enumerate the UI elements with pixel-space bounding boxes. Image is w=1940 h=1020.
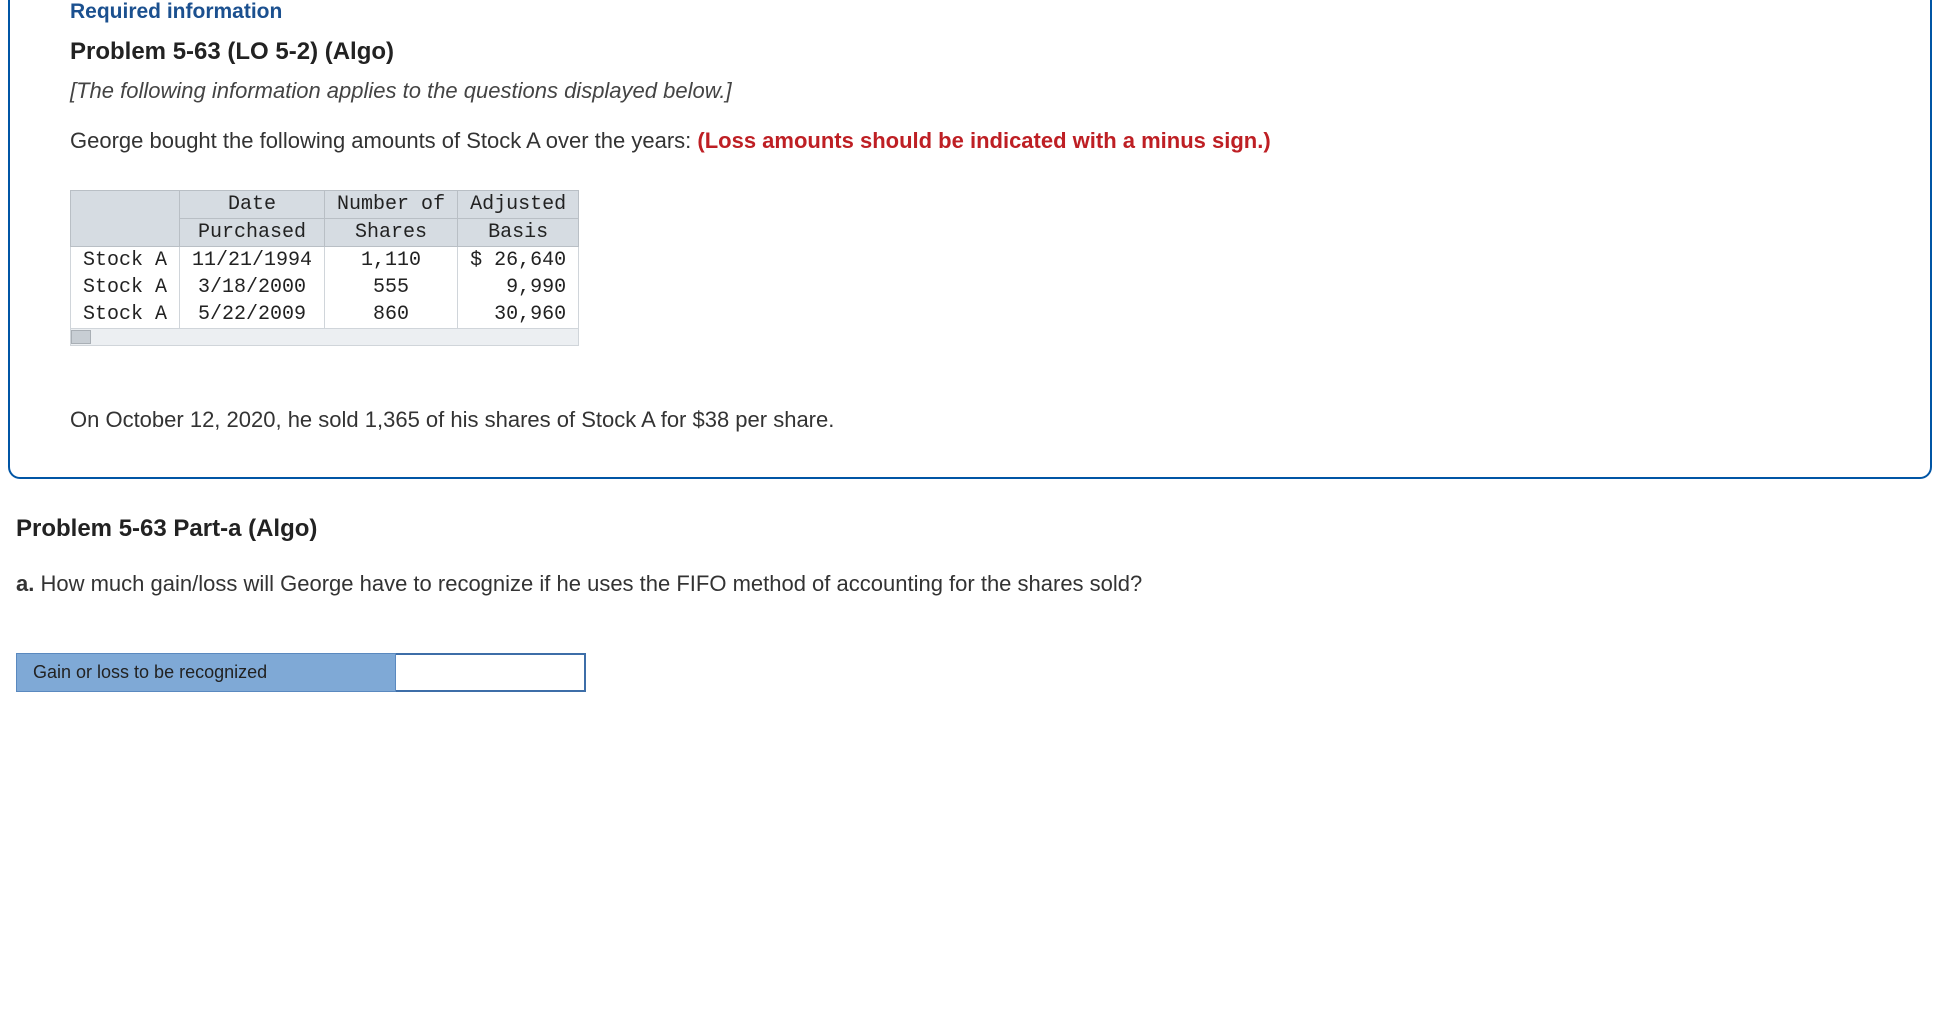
cell-date: 3/18/2000 — [180, 274, 325, 301]
table-scrollbar-track[interactable] — [70, 329, 579, 346]
table-header-blank — [71, 191, 180, 247]
cell-label: Stock A — [71, 274, 180, 301]
table-header-date-l1: Date — [180, 191, 325, 219]
question-body: How much gain/loss will George have to r… — [34, 571, 1142, 596]
stock-table-wrap: Date Number of Adjusted Purchased Shares… — [70, 190, 579, 346]
table-header-basis-l2: Basis — [458, 219, 579, 247]
table-header-basis-l1: Adjusted — [458, 191, 579, 219]
sale-text: On October 12, 2020, he sold 1,365 of hi… — [70, 407, 1870, 433]
part-a-question: a. How much gain/loss will George have t… — [16, 571, 1924, 597]
part-a-section: Problem 5-63 Part-a (Algo) a. How much g… — [0, 479, 1940, 716]
table-row: Stock A 5/22/2009 860 30,960 — [71, 301, 579, 329]
cell-shares: 1,110 — [325, 247, 458, 275]
stock-table: Date Number of Adjusted Purchased Shares… — [70, 190, 579, 329]
cell-shares: 860 — [325, 301, 458, 329]
cell-label: Stock A — [71, 247, 180, 275]
cell-label: Stock A — [71, 301, 180, 329]
required-info-heading: Required information — [70, 0, 1870, 24]
table-header-shares-l2: Shares — [325, 219, 458, 247]
instruction-text: [The following information applies to th… — [70, 78, 1870, 104]
problem-body-text: George bought the following amounts of S… — [70, 128, 1870, 154]
gain-loss-input[interactable] — [396, 653, 586, 692]
part-a-title: Problem 5-63 Part-a (Algo) — [16, 515, 1924, 543]
question-prefix: a. — [16, 571, 34, 596]
problem-title: Problem 5-63 (LO 5-2) (Algo) — [70, 38, 1870, 66]
cell-basis: 30,960 — [458, 301, 579, 329]
required-info-box: Required information Problem 5-63 (LO 5-… — [8, 0, 1932, 479]
table-header-row-1: Date Number of Adjusted — [71, 191, 579, 219]
table-row: Stock A 3/18/2000 555 9,990 — [71, 274, 579, 301]
answer-label-cell: Gain or loss to be recognized — [16, 653, 396, 692]
table-header-date-l2: Purchased — [180, 219, 325, 247]
cell-basis: $ 26,640 — [458, 247, 579, 275]
table-header-shares-l1: Number of — [325, 191, 458, 219]
cell-shares: 555 — [325, 274, 458, 301]
cell-date: 5/22/2009 — [180, 301, 325, 329]
body-text-prefix: George bought the following amounts of S… — [70, 128, 697, 153]
table-row: Stock A 11/21/1994 1,110 $ 26,640 — [71, 247, 579, 275]
table-scrollbar-thumb[interactable] — [71, 330, 91, 344]
answer-row: Gain or loss to be recognized — [16, 653, 1924, 692]
loss-note: (Loss amounts should be indicated with a… — [697, 128, 1270, 153]
cell-date: 11/21/1994 — [180, 247, 325, 275]
cell-basis: 9,990 — [458, 274, 579, 301]
